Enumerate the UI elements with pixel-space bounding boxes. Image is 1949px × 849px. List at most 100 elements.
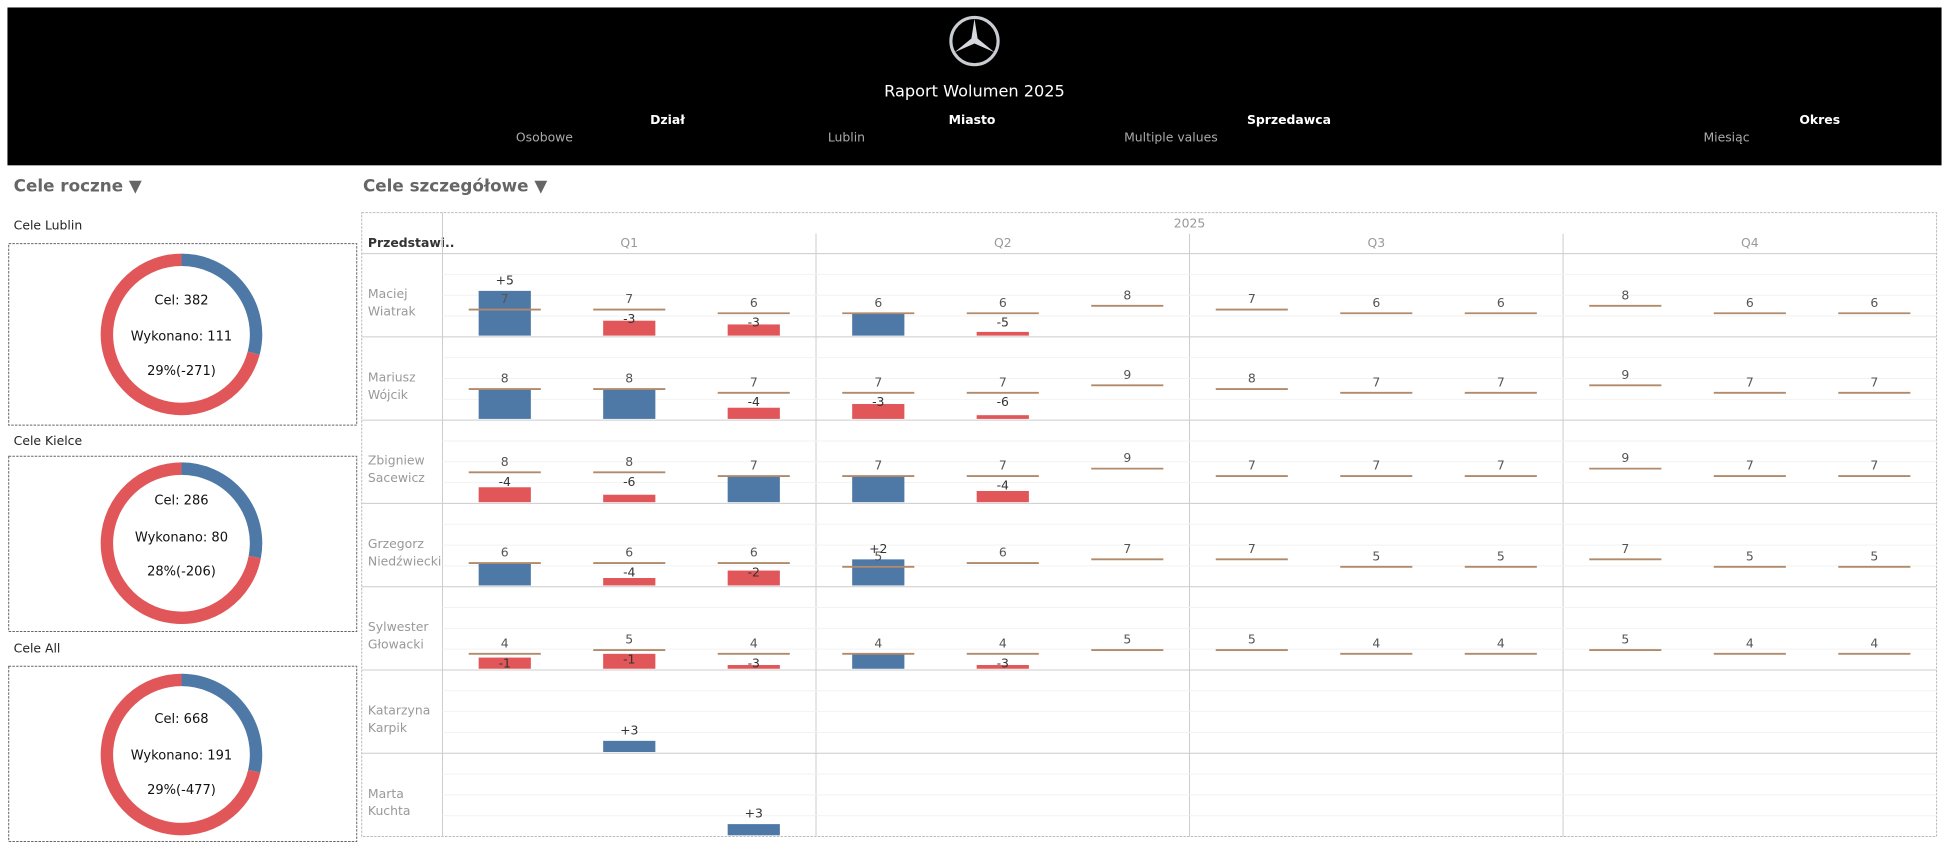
row-name: Grzegorz xyxy=(368,536,424,551)
diff-label: -4 xyxy=(499,474,511,489)
diff-label: -3 xyxy=(872,394,884,409)
diff-label: +3 xyxy=(620,722,638,737)
pie-segment xyxy=(181,673,263,773)
target-label: 6 xyxy=(1372,295,1380,310)
filter-value[interactable]: Multiple values xyxy=(1124,129,1218,144)
target-label: 7 xyxy=(1497,374,1505,389)
target-label: 7 xyxy=(999,458,1007,473)
filter-label: Sprzedawca xyxy=(1247,112,1331,127)
target-label: 9 xyxy=(1123,450,1131,465)
target-label: 6 xyxy=(999,295,1007,310)
diff-label: +2 xyxy=(869,541,887,556)
target-label: 7 xyxy=(1870,458,1878,473)
target-label: 4 xyxy=(1372,635,1380,650)
diff-label: -1 xyxy=(499,655,511,670)
target-label: 7 xyxy=(1372,374,1380,389)
pie-panel xyxy=(8,243,358,426)
target-label: 6 xyxy=(1746,295,1754,310)
target-label: 5 xyxy=(625,632,633,647)
bar xyxy=(603,494,656,503)
pie-title: Cele Kielce xyxy=(14,433,82,448)
diff-label: -6 xyxy=(997,394,1009,409)
quarter-label: Q4 xyxy=(1741,235,1759,250)
filter-value[interactable]: Miesiąc xyxy=(1703,129,1749,144)
row-name: Wójcik xyxy=(368,387,409,402)
filter-label: Okres xyxy=(1799,112,1840,127)
target-label: 7 xyxy=(1497,458,1505,473)
target-label: 6 xyxy=(874,295,882,310)
diff-label: -3 xyxy=(748,315,760,330)
target-label: 5 xyxy=(1372,548,1380,563)
diff-label: -1 xyxy=(623,652,635,667)
target-label: 6 xyxy=(750,295,758,310)
target-label: 7 xyxy=(1372,458,1380,473)
target-label: 7 xyxy=(501,291,509,306)
target-label: 5 xyxy=(874,548,882,563)
target-label: 6 xyxy=(625,545,633,560)
bar xyxy=(852,476,905,503)
target-label: 6 xyxy=(999,545,1007,560)
row-name: Wiatrak xyxy=(368,304,417,319)
section-title[interactable]: Cele roczne ▼ xyxy=(14,175,142,195)
pie-segment xyxy=(181,253,263,355)
target-label: 7 xyxy=(1248,458,1256,473)
pie-center-label: Cel: 286 xyxy=(154,493,208,508)
bar xyxy=(478,657,531,669)
bar xyxy=(727,570,780,586)
pie-segment xyxy=(181,462,263,559)
bar xyxy=(727,324,780,336)
target-label: 7 xyxy=(1746,458,1754,473)
bar xyxy=(852,313,905,336)
filter-label: Miasto xyxy=(949,112,996,127)
bar xyxy=(976,490,1029,503)
bar xyxy=(478,290,531,336)
target-label: 7 xyxy=(1248,541,1256,556)
bar xyxy=(603,578,656,586)
pie-center-label: 29%(-271) xyxy=(147,364,216,379)
row-name: Niedźwiecki xyxy=(368,553,441,568)
filter-value[interactable]: Osobowe xyxy=(516,129,573,144)
bar xyxy=(727,476,780,503)
diff-label: -2 xyxy=(748,565,760,580)
row-name: Sacewicz xyxy=(368,470,425,485)
section-title[interactable]: Cele szczegółowe ▼ xyxy=(363,175,547,195)
target-label: 6 xyxy=(501,545,509,560)
row-name: Karpik xyxy=(368,720,408,735)
bar xyxy=(727,824,780,836)
bar xyxy=(852,653,905,669)
target-label: 6 xyxy=(750,545,758,560)
pie-segment xyxy=(100,253,260,416)
target-label: 7 xyxy=(750,458,758,473)
target-label: 4 xyxy=(1497,635,1505,650)
pie-center-label: Wykonano: 191 xyxy=(131,748,232,763)
bar xyxy=(603,740,656,753)
row-name: Mariusz xyxy=(368,369,416,384)
diff-label: -4 xyxy=(997,478,1009,493)
target-label: 4 xyxy=(1870,635,1878,650)
bar xyxy=(478,389,531,419)
pie-center-label: Cel: 382 xyxy=(154,293,208,308)
quarter-label: Q3 xyxy=(1367,235,1385,250)
filter-value[interactable]: Lublin xyxy=(828,129,865,144)
pie-title: Cele All xyxy=(14,640,61,655)
target-label: 8 xyxy=(1123,287,1131,302)
pie-segment xyxy=(100,673,261,836)
diff-label: +5 xyxy=(496,272,514,287)
target-label: 9 xyxy=(1621,367,1629,382)
target-label: 7 xyxy=(625,291,633,306)
year-label: 2025 xyxy=(1174,215,1206,230)
target-label: 4 xyxy=(501,635,509,650)
bar xyxy=(478,487,531,503)
row-name: Maciej xyxy=(368,286,408,301)
bar xyxy=(603,320,656,336)
pie-panel xyxy=(8,455,358,632)
target-label: 7 xyxy=(1746,374,1754,389)
bar xyxy=(852,403,905,419)
column-header: Przedstawi.. xyxy=(368,235,455,250)
diff-label: -3 xyxy=(748,655,760,670)
bar xyxy=(727,407,780,419)
target-label: 9 xyxy=(1621,450,1629,465)
diff-label: -5 xyxy=(997,315,1009,330)
